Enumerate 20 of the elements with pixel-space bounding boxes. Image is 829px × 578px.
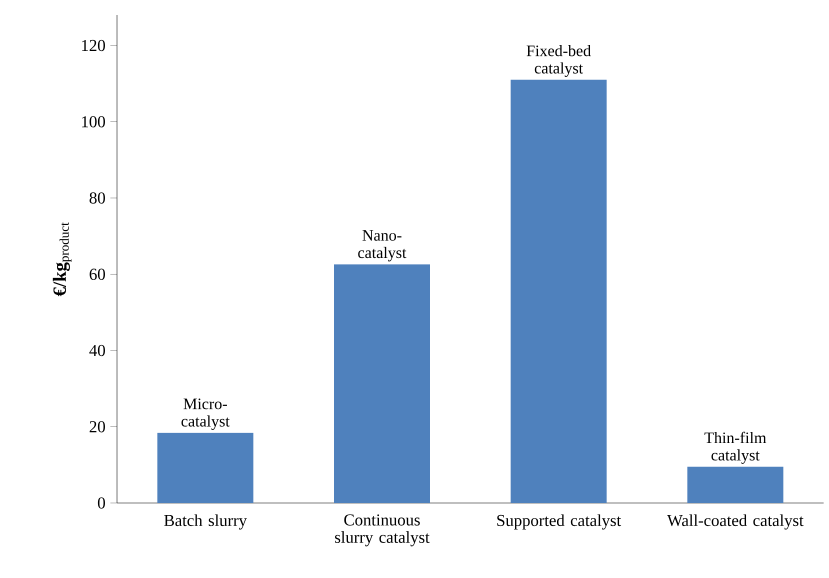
x-tick-label: Batch slurry (164, 514, 247, 530)
y-tick-label: 40 (89, 344, 105, 356)
bar (510, 80, 607, 503)
bar (157, 432, 254, 503)
x-tick-label: Wall-coated catalyst (667, 514, 804, 530)
annotation: Fixed-bed catalyst (526, 44, 591, 77)
y-axis-title: €/kg$_{product}$ (52, 222, 72, 296)
bar (334, 264, 430, 503)
bar (687, 466, 784, 503)
x-tick-label: Continuous slurry catalyst (335, 514, 430, 546)
x-tick-label: Supported catalyst (497, 514, 622, 530)
annotation: Micro-catalyst (182, 398, 230, 430)
annotation: Nano-catalyst (358, 230, 406, 262)
y-tick-label: 120 (82, 40, 105, 52)
y-tick-label: 80 (90, 192, 105, 204)
y-tick-label: 100 (82, 116, 105, 128)
annotation: Thin-film catalyst (704, 432, 766, 464)
y-tick-label: 0 (98, 497, 105, 509)
y-tick-label: 60 (90, 268, 105, 280)
y-tick-label: 20 (90, 421, 105, 432)
